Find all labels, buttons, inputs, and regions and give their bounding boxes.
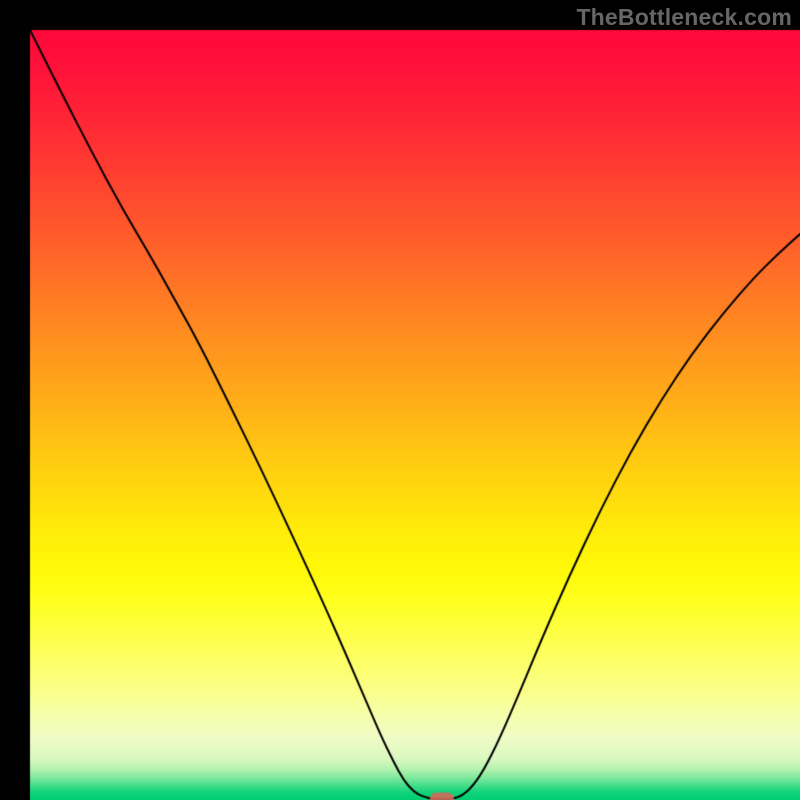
- chart-container: TheBottleneck.com: [0, 0, 800, 800]
- watermark-text: TheBottleneck.com: [576, 4, 792, 31]
- bottleneck-chart: [0, 0, 800, 800]
